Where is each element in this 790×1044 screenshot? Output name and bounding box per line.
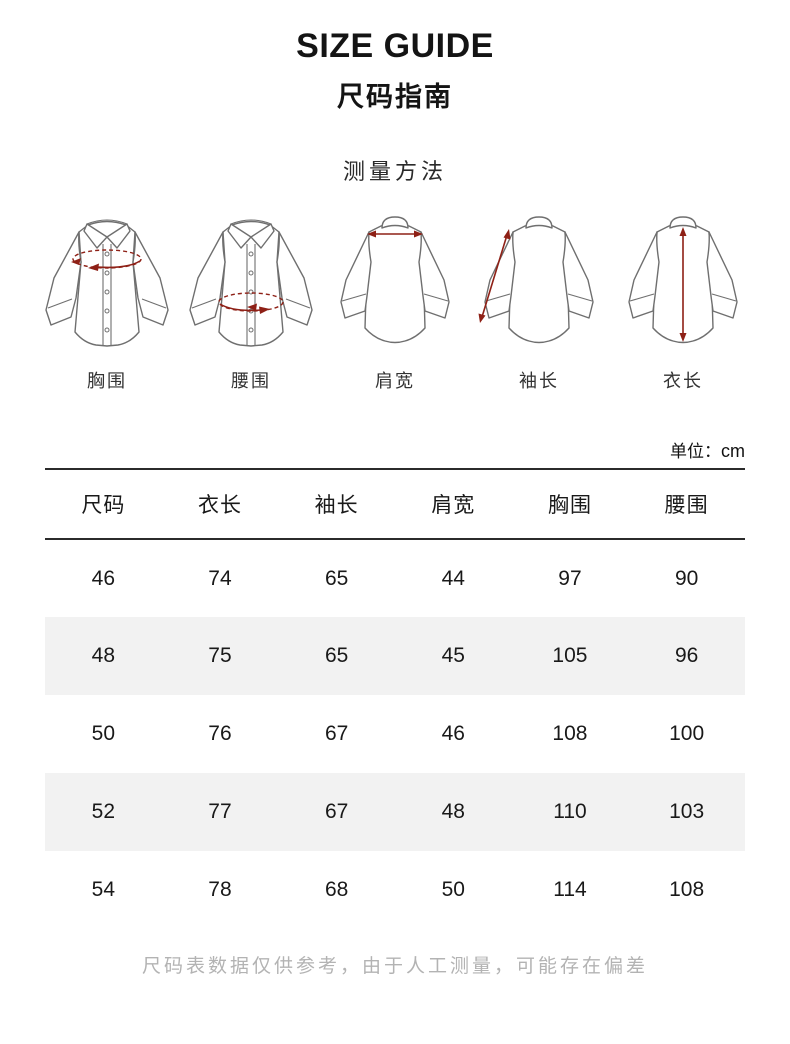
size-cell: 100 (669, 722, 705, 745)
column-header-waist: 腰围 (664, 494, 709, 517)
size-cell: 90 (674, 566, 699, 590)
measure-label-shoulder: 肩宽 (375, 371, 415, 391)
shirt-back-shoulder-icon (340, 216, 450, 344)
column-header-shoulder: 肩宽 (431, 494, 476, 517)
measure-item-chest: 胸围 (38, 210, 176, 393)
size-cell: 96 (674, 644, 699, 667)
size-cell: 65 (324, 566, 349, 590)
measure-label-chest: 胸围 (87, 371, 127, 391)
column-header-chest: 胸围 (547, 494, 592, 517)
measure-item-sleeve: 袖长 (470, 210, 608, 393)
size-cell: 108 (552, 722, 588, 745)
size-cell: 103 (669, 800, 705, 823)
size-table: 尺码 衣长 袖长 肩宽 胸围 腰围 46 74 65 44 97 90 48 7… (45, 468, 745, 929)
size-cell: 50 (91, 722, 115, 745)
size-cell: 44 (441, 566, 465, 590)
header-row: 尺码 衣长 袖长 肩宽 胸围 腰围 (45, 469, 745, 539)
size-cell: 65 (324, 644, 349, 667)
table-row-size-50: 50 76 67 46 108 100 (45, 695, 745, 773)
size-cell: 108 (669, 878, 705, 901)
size-cell: 48 (91, 644, 115, 667)
size-cell: 78 (208, 878, 232, 901)
unit-prefix: 单位： (670, 442, 721, 461)
size-cell: 77 (208, 800, 232, 823)
size-cell: 68 (324, 878, 349, 901)
measure-label-waist: 腰围 (231, 371, 271, 391)
shirt-front-chest-icon (45, 219, 169, 347)
page-header: SIZE GUIDE 尺码指南 (0, 0, 790, 114)
size-cell: 45 (441, 644, 465, 667)
measure-item-waist: 腰围 (182, 210, 320, 393)
unit-value: cm (721, 441, 745, 461)
measure-label-length: 衣长 (663, 371, 703, 391)
size-cell: 110 (553, 800, 587, 823)
unit-label: 单位：cm (0, 437, 790, 462)
size-cell: 46 (91, 566, 115, 590)
size-cell: 46 (441, 722, 465, 745)
table-row-size-54: 54 78 68 50 114 108 (45, 851, 745, 929)
table-row-size-52: 52 77 67 48 110 103 (45, 773, 745, 851)
measurement-illustrations: 胸围 (0, 210, 790, 393)
size-cell: 67 (324, 800, 349, 823)
measure-label-sleeve: 袖长 (519, 371, 559, 391)
shirt-back-sleeve-icon (478, 216, 594, 344)
size-table-body: 46 74 65 44 97 90 48 75 65 45 105 96 50 … (45, 539, 745, 929)
shirt-front-waist-icon (189, 219, 313, 347)
measure-item-length: 衣长 (614, 210, 752, 393)
size-cell: 75 (208, 644, 232, 667)
disclaimer-note: 尺码表数据仅供参考，由于人工测量，可能存在偏差 (141, 956, 648, 977)
size-cell: 114 (553, 878, 587, 901)
size-cell: 74 (208, 566, 232, 590)
size-cell: 54 (91, 878, 115, 901)
page-title: SIZE GUIDE (296, 27, 494, 65)
page-title-chinese: 尺码指南 (337, 82, 453, 112)
size-table-header: 尺码 衣长 袖长 肩宽 胸围 腰围 (45, 469, 745, 539)
column-header-size: 尺码 (81, 494, 126, 517)
measure-method-title: 测量方法 (342, 159, 447, 184)
size-cell: 97 (558, 566, 582, 590)
size-cell: 52 (91, 800, 115, 823)
table-row-size-46: 46 74 65 44 97 90 (45, 539, 745, 617)
shirt-back-length-icon (628, 216, 738, 344)
column-header-sleeve: 袖长 (314, 494, 359, 517)
size-cell: 67 (324, 722, 349, 745)
size-cell: 50 (441, 878, 465, 901)
measure-item-shoulder: 肩宽 (326, 210, 464, 393)
size-cell: 48 (441, 800, 465, 823)
column-header-length: 衣长 (197, 494, 242, 517)
size-cell: 105 (552, 644, 588, 667)
table-row-size-48: 48 75 65 45 105 96 (45, 617, 745, 695)
size-cell: 76 (208, 722, 232, 745)
